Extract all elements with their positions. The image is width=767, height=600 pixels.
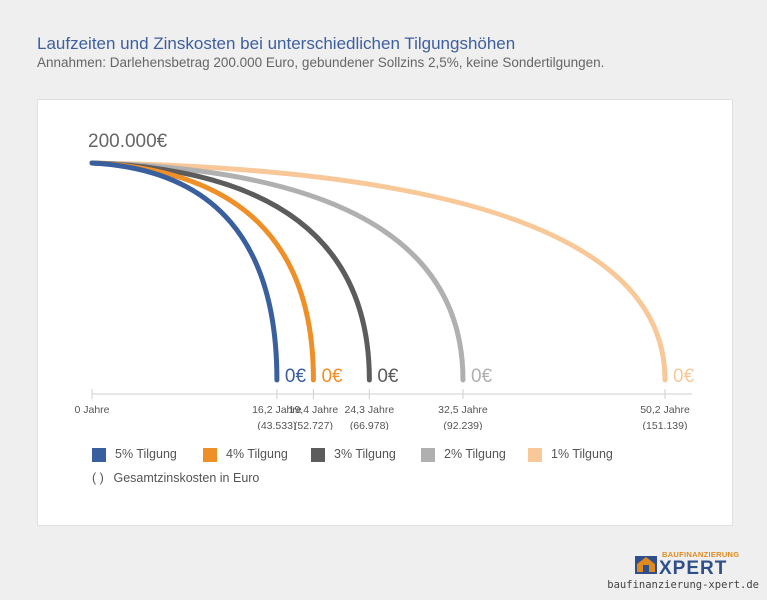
- end-value-label: 0€: [321, 366, 343, 387]
- legend-label: 5% Tilgung: [115, 447, 177, 461]
- note-text: Gesamtzinskosten in Euro: [113, 471, 260, 485]
- x-tick-label-origin: 0 Jahre: [74, 404, 109, 416]
- legend-swatch: [311, 448, 325, 462]
- x-tick-label-years: 19,4 Jahre: [289, 404, 339, 416]
- legend-swatch: [203, 448, 217, 462]
- series-curve: [89, 160, 372, 383]
- x-tick-label-years: 16,2 Jahre: [252, 404, 302, 416]
- legend-swatch: [528, 448, 542, 462]
- end-value-label: 0€: [673, 366, 695, 387]
- chart-subtitle: Annahmen: Darlehensbetrag 200.000 Euro, …: [37, 55, 605, 70]
- legend-label: 2% Tilgung: [444, 447, 506, 461]
- series-curve: [89, 160, 466, 383]
- logo-wordmark: XPERT: [659, 558, 728, 579]
- end-value-label: 0€: [471, 366, 493, 387]
- x-tick-label-years: 32,5 Jahre: [438, 404, 488, 416]
- legend-label: 4% Tilgung: [226, 447, 288, 461]
- logo-tagline: BAUFINANZIERUNG: [662, 550, 740, 559]
- series-curve: [89, 160, 668, 383]
- interest-cost-label: (92.239): [443, 420, 482, 430]
- legend-note: ( ) Gesamtzinskosten in Euro: [92, 471, 259, 485]
- x-tick-label-years: 50,2 Jahre: [640, 404, 690, 416]
- x-tick-label-years: 24,3 Jahre: [345, 404, 395, 416]
- legend-swatch: [92, 448, 106, 462]
- interest-cost-label: (52.727): [294, 420, 333, 430]
- start-value-label: 200.000€: [88, 131, 168, 152]
- series-curve: [89, 160, 280, 383]
- house-logo-icon: [635, 556, 657, 574]
- end-value-label: 0€: [285, 366, 307, 387]
- legend-label: 3% Tilgung: [334, 447, 396, 461]
- interest-cost-label: (66.978): [350, 420, 389, 430]
- end-value-label: 0€: [377, 366, 399, 387]
- brand-logo: BAUFINANZIERUNG XPERT: [635, 550, 761, 579]
- note-paren-symbol: ( ): [92, 471, 104, 485]
- interest-cost-label: (43.533): [257, 420, 296, 430]
- loan-curves-chart: 0 Jahre 200.000€ 0€ 16,2 Jahre (43.533) 0€ 19,…: [74, 131, 695, 430]
- legend-swatch: [421, 448, 435, 462]
- footer-url[interactable]: baufinanzierung-xpert.de: [607, 579, 759, 591]
- interest-cost-label: (151.139): [643, 420, 688, 430]
- legend-label: 1% Tilgung: [551, 447, 613, 461]
- chart-title: Laufzeiten und Zinskosten bei unterschie…: [37, 34, 516, 53]
- chart-card: 0 Jahre 200.000€ 0€ 16,2 Jahre (43.533) 0€ 19,…: [37, 99, 733, 526]
